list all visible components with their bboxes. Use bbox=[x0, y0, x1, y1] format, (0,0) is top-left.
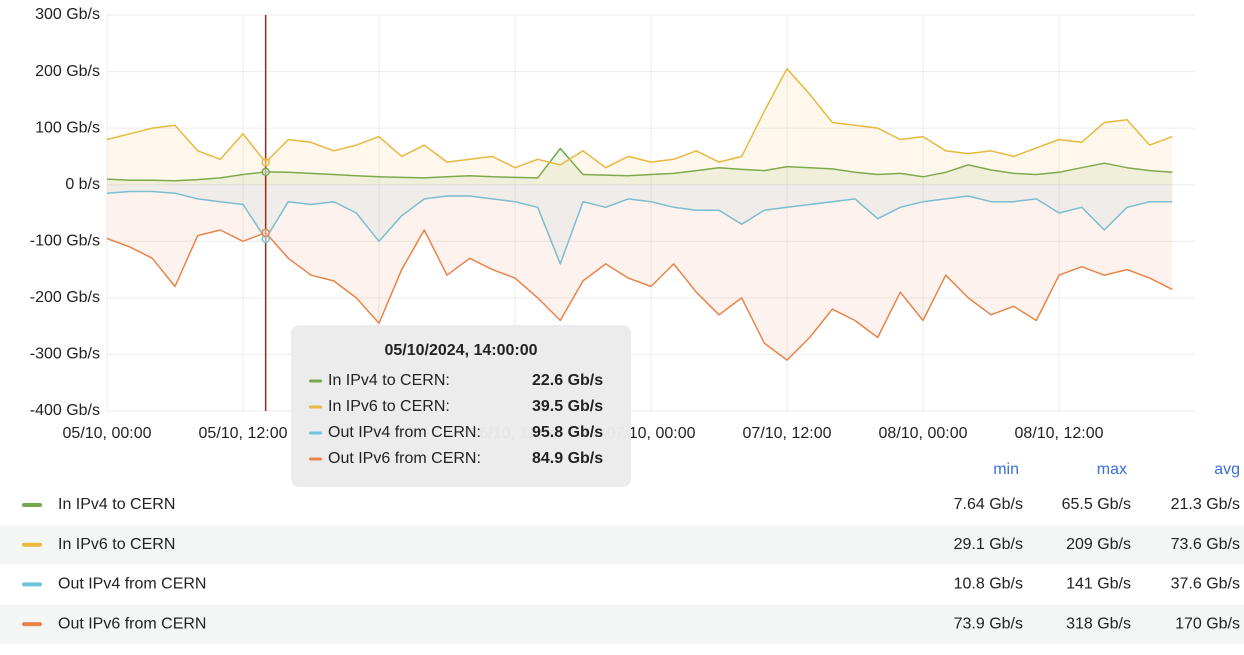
x-tick-label: 05/10, 00:00 bbox=[63, 425, 152, 442]
series-line bbox=[106, 147, 1173, 182]
y-tick-label: -100 Gb/s bbox=[30, 233, 100, 250]
legend-column-header[interactable]: avg bbox=[1214, 461, 1240, 478]
x-tick-label: 08/10, 12:00 bbox=[1015, 425, 1104, 442]
tooltip-label: Out IPv6 from CERN: bbox=[328, 450, 481, 467]
x-tick-label: 05/10, 12:00 bbox=[199, 425, 288, 442]
tooltip-value: 95.8 Gb/s bbox=[532, 424, 603, 441]
tooltip-swatch bbox=[309, 405, 322, 409]
legend: min max avg In IPv4 to CERN 7.64 Gb/s 65.5 Gb… bbox=[0, 461, 1244, 645]
legend-swatch bbox=[22, 542, 42, 547]
legend-stat: 170 Gb/s bbox=[1175, 615, 1240, 632]
x-tick-label: 07/10, 12:00 bbox=[743, 425, 832, 442]
legend-row-bg bbox=[0, 605, 1244, 645]
legend-stat: 65.5 Gb/s bbox=[1062, 496, 1131, 513]
hover-point bbox=[261, 167, 270, 177]
y-tick-label: 200 Gb/s bbox=[35, 63, 100, 80]
legend-stat: 7.64 Gb/s bbox=[954, 496, 1023, 513]
y-tick-label: 300 Gb/s bbox=[35, 6, 100, 23]
legend-swatch bbox=[22, 503, 42, 507]
legend-stat: 73.9 Gb/s bbox=[954, 615, 1023, 632]
tooltip-swatch bbox=[309, 379, 322, 383]
legend-label[interactable]: In IPv4 to CERN bbox=[58, 496, 175, 513]
series-line bbox=[106, 229, 1173, 361]
tooltip-label: In IPv4 to CERN: bbox=[328, 372, 450, 389]
legend-stat: 318 Gb/s bbox=[1066, 615, 1131, 632]
legend-label[interactable]: Out IPv4 from CERN bbox=[58, 576, 206, 593]
legend-swatch bbox=[22, 622, 42, 627]
hover-point bbox=[261, 228, 270, 237]
y-tick-label: 0 b/s bbox=[65, 176, 100, 193]
tooltip-value: 22.6 Gb/s bbox=[532, 372, 603, 389]
tooltip-value: 84.9 Gb/s bbox=[532, 450, 603, 467]
tooltip-swatch bbox=[309, 431, 322, 435]
series-area bbox=[107, 148, 1173, 185]
y-tick-label: -200 Gb/s bbox=[30, 289, 100, 306]
legend-stat: 37.6 Gb/s bbox=[1171, 576, 1240, 593]
legend-stat: 10.8 Gb/s bbox=[954, 576, 1023, 593]
legend-stat: 29.1 Gb/s bbox=[954, 536, 1023, 553]
legend-stat: 21.3 Gb/s bbox=[1171, 496, 1240, 513]
legend-stat: 209 Gb/s bbox=[1066, 536, 1131, 553]
legend-column-header[interactable]: max bbox=[1097, 461, 1127, 478]
tooltip-swatch bbox=[309, 457, 322, 461]
grid-layer bbox=[106, 14, 1195, 412]
series-area bbox=[107, 68, 1173, 185]
series-line bbox=[106, 67, 1173, 169]
tooltip-title: 05/10/2024, 14:00:00 bbox=[384, 342, 537, 359]
tooltip-box bbox=[291, 325, 631, 487]
tooltip: 05/10/2024, 14:00:00 In IPv4 to CERN: 22.6… bbox=[291, 325, 631, 487]
plot-layer bbox=[106, 15, 1173, 411]
legend-label[interactable]: In IPv6 to CERN bbox=[58, 536, 175, 553]
series-area bbox=[107, 184, 1173, 264]
series-area bbox=[107, 184, 1173, 361]
legend-label[interactable]: Out IPv6 from CERN bbox=[58, 615, 206, 632]
tooltip-label: Out IPv4 from CERN: bbox=[328, 424, 481, 441]
y-tick-label: -400 Gb/s bbox=[30, 402, 100, 419]
series-line bbox=[106, 190, 1173, 265]
tooltip-label: In IPv6 to CERN: bbox=[328, 398, 450, 415]
hover-point bbox=[261, 158, 270, 167]
legend-stat: 141 Gb/s bbox=[1066, 576, 1131, 593]
legend-row-bg bbox=[0, 525, 1244, 565]
x-tick-label: 08/10, 00:00 bbox=[879, 425, 968, 442]
legend-stat: 73.6 Gb/s bbox=[1171, 536, 1240, 553]
y-tick-label: -300 Gb/s bbox=[30, 346, 100, 363]
legend-column-header[interactable]: min bbox=[993, 461, 1019, 478]
legend-swatch bbox=[22, 582, 42, 587]
y-tick-label: 100 Gb/s bbox=[35, 119, 100, 136]
tooltip-value: 39.5 Gb/s bbox=[532, 398, 603, 415]
